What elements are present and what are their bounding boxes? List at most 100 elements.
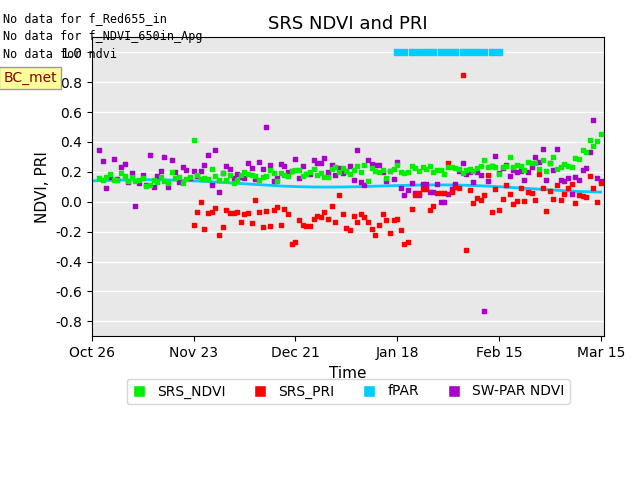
- Point: [468, 199, 479, 207]
- Point: [425, 162, 435, 169]
- Point: [494, 206, 504, 214]
- Point: [352, 146, 362, 154]
- Point: [403, 168, 413, 176]
- Point: [468, 167, 479, 175]
- Point: [396, 184, 406, 192]
- Point: [188, 137, 198, 144]
- Point: [545, 188, 555, 195]
- Point: [152, 178, 163, 186]
- Point: [410, 192, 420, 199]
- Point: [192, 172, 202, 180]
- Point: [508, 166, 518, 173]
- Point: [519, 167, 529, 174]
- Point: [417, 185, 428, 192]
- Point: [196, 175, 206, 183]
- Point: [538, 184, 548, 192]
- Point: [548, 166, 559, 174]
- Point: [592, 174, 602, 182]
- Point: [414, 168, 424, 175]
- Title: SRS NDVI and PRI: SRS NDVI and PRI: [268, 15, 428, 33]
- Point: [406, 179, 417, 186]
- Point: [454, 168, 464, 175]
- Point: [228, 179, 239, 187]
- Point: [443, 191, 453, 198]
- Point: [192, 171, 202, 179]
- Point: [272, 177, 282, 185]
- Point: [319, 173, 330, 180]
- Point: [134, 177, 144, 184]
- Point: [218, 169, 228, 177]
- Point: [272, 203, 282, 211]
- Point: [494, 170, 504, 178]
- Point: [348, 212, 358, 220]
- Point: [581, 149, 591, 156]
- Point: [326, 203, 337, 210]
- Point: [465, 168, 475, 176]
- Point: [541, 207, 551, 215]
- Point: [563, 174, 573, 182]
- Point: [294, 216, 304, 224]
- Point: [410, 165, 420, 172]
- Point: [239, 174, 250, 182]
- Point: [497, 195, 508, 203]
- Point: [97, 157, 108, 165]
- Point: [214, 189, 224, 196]
- Point: [403, 186, 413, 194]
- Point: [428, 203, 438, 210]
- Point: [356, 179, 366, 186]
- Point: [363, 218, 373, 226]
- Point: [188, 168, 198, 175]
- Point: [574, 156, 584, 163]
- Point: [443, 48, 453, 56]
- Point: [432, 189, 442, 197]
- Point: [458, 71, 468, 79]
- Point: [378, 168, 388, 176]
- Point: [283, 210, 293, 218]
- Point: [225, 171, 235, 179]
- Point: [127, 173, 137, 181]
- Point: [367, 164, 377, 172]
- Point: [319, 208, 330, 216]
- Point: [265, 167, 275, 174]
- Point: [163, 183, 173, 191]
- Point: [141, 181, 152, 189]
- Point: [501, 181, 511, 189]
- Point: [436, 198, 446, 206]
- Point: [207, 166, 217, 173]
- Point: [105, 170, 115, 178]
- Point: [374, 168, 384, 176]
- Point: [577, 146, 588, 154]
- Point: [392, 48, 403, 56]
- Point: [512, 197, 522, 205]
- Point: [534, 170, 544, 178]
- Point: [367, 225, 377, 232]
- Point: [294, 174, 304, 182]
- Point: [279, 162, 289, 169]
- Point: [385, 168, 395, 175]
- Point: [279, 205, 289, 213]
- Point: [527, 190, 537, 197]
- Point: [265, 222, 275, 229]
- Point: [505, 172, 515, 180]
- Point: [559, 190, 570, 197]
- Point: [534, 165, 544, 173]
- Point: [246, 164, 257, 172]
- Point: [316, 169, 326, 177]
- Point: [337, 169, 348, 177]
- Point: [243, 159, 253, 167]
- Point: [399, 48, 410, 56]
- Text: BC_met: BC_met: [3, 71, 57, 85]
- Point: [479, 156, 490, 164]
- Point: [588, 116, 598, 123]
- Point: [563, 163, 573, 170]
- Point: [323, 216, 333, 223]
- Point: [563, 184, 573, 192]
- Point: [356, 168, 366, 175]
- Point: [308, 166, 319, 173]
- Point: [581, 165, 591, 172]
- Point: [472, 168, 482, 176]
- Point: [236, 171, 246, 179]
- Point: [490, 152, 500, 160]
- Point: [177, 179, 188, 186]
- Point: [414, 48, 424, 56]
